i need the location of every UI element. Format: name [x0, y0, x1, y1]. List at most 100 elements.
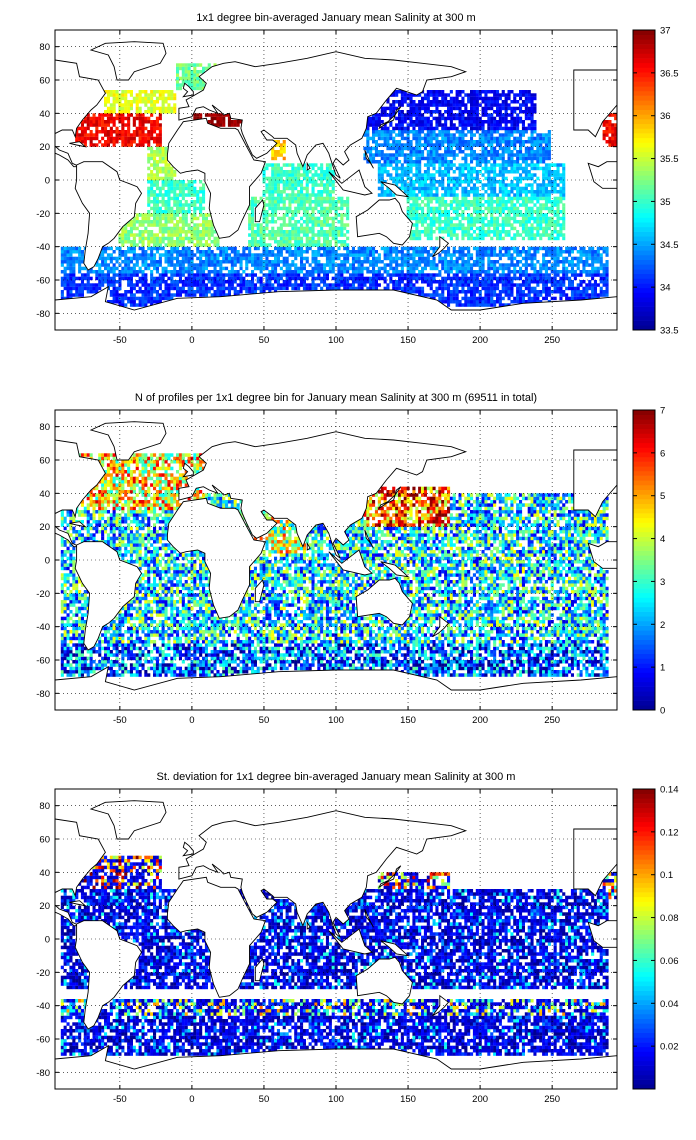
data-cell — [202, 213, 206, 217]
data-cell — [498, 246, 502, 251]
data-cell — [173, 270, 177, 274]
data-cell — [193, 263, 197, 267]
data-cell — [426, 156, 430, 161]
data-cell — [184, 270, 188, 274]
data-cell — [106, 136, 110, 141]
data-cell — [438, 163, 442, 167]
data-cell — [147, 143, 151, 147]
data-cell — [161, 193, 165, 197]
data-cell — [282, 186, 286, 191]
data-cell — [461, 263, 465, 267]
data-cell — [118, 133, 122, 137]
data-cell — [501, 286, 505, 291]
data-cell — [276, 273, 280, 277]
data-cell — [78, 293, 82, 297]
data-cell — [331, 223, 335, 227]
data-cell — [328, 226, 332, 231]
data-cell — [112, 256, 116, 261]
data-cell — [199, 203, 203, 207]
data-cell — [464, 163, 468, 167]
data-cell — [158, 186, 162, 191]
data-cell — [395, 123, 399, 127]
data-cell — [285, 223, 289, 227]
data-cell — [297, 276, 301, 281]
data-cell — [351, 266, 355, 271]
data-cell — [285, 233, 289, 237]
data-cell — [69, 270, 73, 274]
data-cell — [484, 286, 488, 291]
data-cell — [423, 230, 427, 234]
data-cell — [161, 230, 165, 234]
data-cell — [253, 240, 257, 244]
data-cell — [178, 253, 182, 257]
data-cell — [415, 260, 419, 264]
data-cell — [331, 180, 335, 184]
data-cell — [98, 283, 102, 287]
data-cell — [138, 130, 142, 134]
data-cell — [513, 123, 517, 127]
data-cell — [251, 290, 255, 294]
data-cell — [481, 160, 485, 164]
data-cell — [493, 300, 497, 304]
data-cell — [389, 250, 393, 254]
data-cell — [366, 120, 370, 124]
data-cell — [153, 123, 157, 127]
data-cell — [199, 63, 203, 67]
data-cell — [409, 160, 413, 164]
data-cell — [481, 130, 485, 134]
data-cell — [418, 150, 422, 154]
data-cell — [187, 70, 191, 74]
data-cell — [190, 73, 194, 77]
data-cell — [346, 250, 350, 254]
data-cell — [421, 213, 425, 217]
data-cell — [144, 230, 148, 234]
data-cell — [219, 280, 223, 284]
data-cell — [475, 140, 479, 144]
data-cell — [380, 190, 384, 194]
data-cell — [127, 230, 131, 234]
data-cell — [127, 250, 131, 254]
data-cell — [432, 146, 436, 151]
data-cell — [484, 230, 488, 234]
data-cell — [279, 150, 283, 154]
data-cell — [190, 180, 194, 184]
data-cell — [328, 260, 332, 264]
data-cell — [219, 250, 223, 254]
data-cell — [213, 263, 217, 267]
data-cell — [513, 276, 517, 281]
data-cell — [435, 100, 439, 104]
data-cell — [279, 250, 283, 254]
data-cell — [279, 273, 283, 277]
data-cell — [225, 256, 229, 261]
data-cell — [101, 260, 105, 264]
data-cell — [328, 206, 332, 211]
data-cell — [291, 226, 295, 231]
data-cell — [325, 230, 329, 234]
data-cell — [487, 106, 491, 111]
data-cell — [86, 276, 90, 281]
data-cell — [184, 193, 188, 197]
data-cell — [447, 266, 451, 271]
data-cell — [501, 116, 505, 121]
data-cell — [412, 200, 416, 204]
data-cell — [129, 230, 133, 234]
data-cell — [124, 263, 128, 267]
data-cell — [202, 253, 206, 257]
data-cell — [227, 120, 231, 124]
data-cell — [181, 266, 185, 271]
data-cell — [484, 283, 488, 287]
data-cell — [124, 143, 128, 147]
data-cell — [305, 270, 309, 274]
data-cell — [196, 290, 200, 294]
data-cell — [124, 253, 128, 257]
data-cell — [129, 280, 133, 284]
data-cell — [449, 143, 453, 147]
data-cell — [444, 266, 448, 271]
data-cell — [207, 213, 211, 217]
data-cell — [230, 256, 234, 261]
data-cell — [297, 246, 301, 251]
data-cell — [300, 223, 304, 227]
data-cell — [487, 260, 491, 264]
data-cell — [377, 150, 381, 154]
data-cell — [227, 280, 231, 284]
